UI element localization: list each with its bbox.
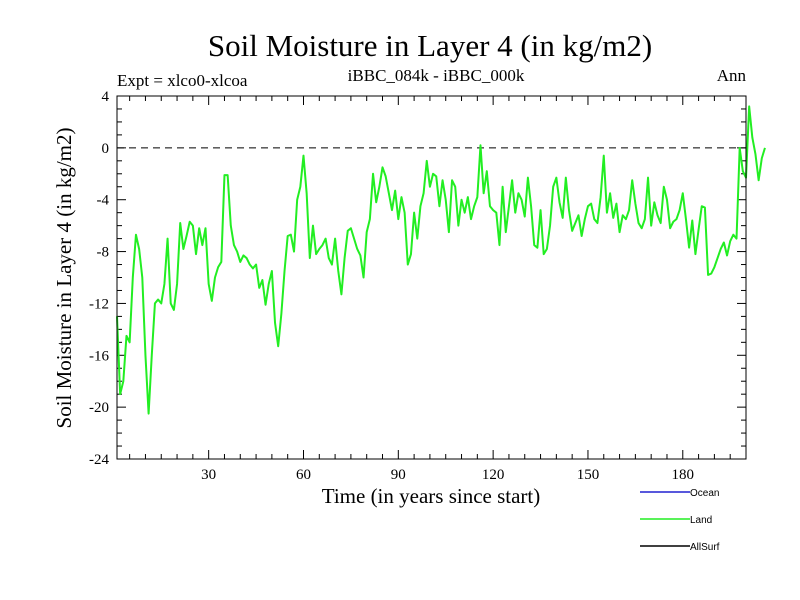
chart-title: Soil Moisture in Layer 4 (in kg/m2) [208,28,652,63]
x-tick-label: 150 [577,467,600,483]
y-tick-label: -8 [97,245,110,261]
y-tick-label: -12 [89,296,109,312]
legend-label-ocean: Ocean [690,488,719,499]
season-label: Ann [717,66,747,85]
series-line-land [116,105,766,415]
y-tick-label: -24 [89,452,109,468]
x-tick-label: 90 [391,467,406,483]
y-tick-label: -16 [89,348,109,364]
legend-label-land: Land [690,515,712,526]
x-tick-label: 120 [482,467,505,483]
experiment-label: Expt = xlco0-xlcoa [117,71,248,90]
y-tick-label: 0 [102,141,110,157]
legend-label-allsurf: AllSurf [690,542,720,553]
y-tick-label: 4 [102,89,110,105]
y-tick-label: -20 [89,400,109,416]
plot-area: 4 0 -4 -8 -12 -16 -20 -24 30 60 90 120 150 180 [89,89,766,483]
x-tick-label: 180 [672,467,695,483]
y-tick-label: -4 [97,193,110,209]
chart-subtitle: iBBC_084k - iBBC_000k [348,66,525,85]
x-tick-label: 30 [201,467,216,483]
plot-frame [116,95,747,460]
x-axis-label: Time (in years since start) [322,484,541,508]
legend: Ocean Land AllSurf [640,488,720,553]
y-axis-label: Soil Moisture in Layer 4 (in kg/m2) [52,128,76,429]
x-tick-label: 60 [296,467,311,483]
